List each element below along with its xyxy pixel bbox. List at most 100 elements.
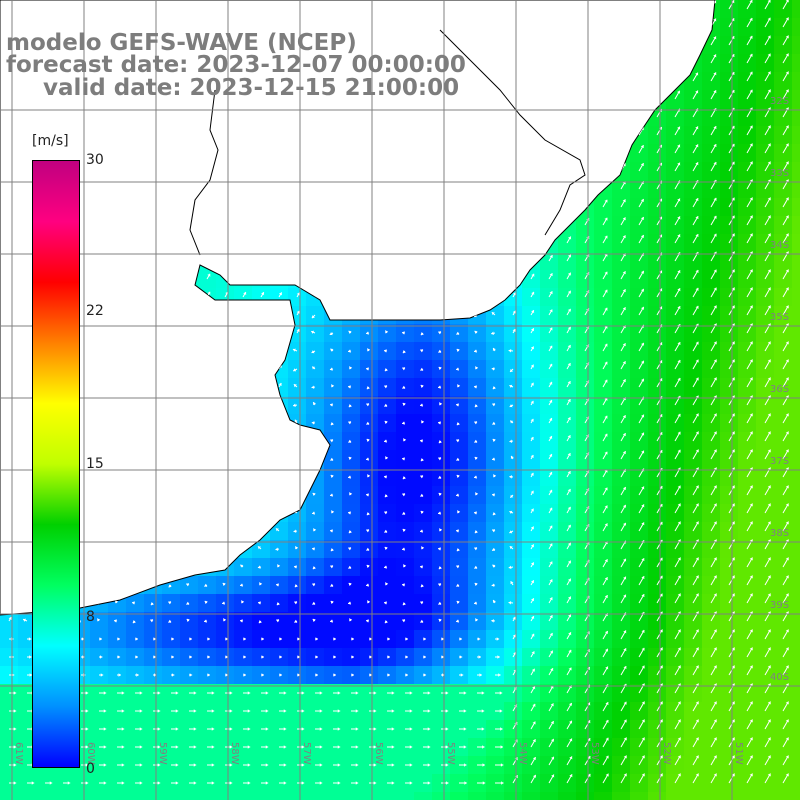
wind-arrow — [782, 287, 789, 298]
wind-arrow — [566, 290, 572, 298]
wind-arrow — [566, 272, 572, 280]
field-cell — [792, 288, 800, 306]
wind-arrow — [674, 270, 681, 280]
field-cell — [792, 684, 800, 702]
wind-arrow — [530, 309, 535, 316]
wind-arrow — [764, 89, 771, 100]
wind-arrow-head — [749, 89, 753, 93]
wind-arrow — [638, 198, 645, 208]
field-cell — [792, 396, 800, 414]
field-cell — [270, 792, 288, 800]
field-cell — [792, 594, 800, 612]
wind-arrow — [242, 291, 247, 298]
wind-arrow — [692, 269, 699, 280]
wind-arrow-head — [296, 328, 300, 332]
wind-arrow-head — [767, 269, 771, 273]
field-cell — [792, 486, 800, 504]
wind-arrow — [491, 331, 496, 335]
field-cell — [360, 792, 378, 800]
wind-arrow — [602, 235, 608, 244]
wind-arrow-head — [713, 305, 717, 309]
wind-arrow-head — [731, 72, 735, 76]
wind-arrow — [638, 144, 644, 154]
field-cell — [792, 324, 800, 342]
wind-arrow-head — [677, 288, 681, 292]
wind-arrow — [782, 161, 789, 172]
wind-arrow — [530, 273, 535, 280]
wind-arrow — [329, 332, 334, 336]
wind-arrow-head — [567, 344, 571, 348]
wind-arrow-head — [330, 348, 334, 352]
wind-arrow — [602, 325, 608, 334]
wind-arrow-head — [767, 143, 771, 147]
wind-arrow — [310, 330, 316, 334]
field-cell — [0, 792, 18, 800]
wind-arrow — [764, 35, 771, 46]
wind-arrow-head — [785, 233, 789, 237]
field-cell — [162, 792, 180, 800]
wind-arrow-head — [767, 89, 771, 93]
wind-arrow-head — [785, 197, 789, 201]
wind-arrow — [674, 162, 681, 172]
wind-arrow — [692, 90, 699, 100]
wind-arrow-head — [676, 90, 681, 94]
field-cell — [522, 792, 540, 800]
wind-arrow-head — [659, 270, 663, 274]
wind-arrow-head — [261, 292, 265, 296]
wind-arrow-head — [785, 125, 789, 129]
wind-arrow-head — [402, 331, 405, 335]
wind-arrow-head — [677, 216, 681, 220]
field-cell — [792, 522, 800, 540]
wind-arrow-head — [767, 233, 771, 237]
wind-arrow — [620, 289, 626, 298]
field-cell — [342, 792, 360, 800]
wind-arrow-head — [695, 90, 699, 94]
wind-arrow-head — [749, 35, 753, 39]
field-cell — [792, 738, 800, 756]
wind-arrow-head — [695, 287, 699, 291]
wind-arrow — [746, 161, 753, 172]
wind-arrow — [620, 307, 626, 316]
field-cell — [36, 792, 54, 800]
field-cell — [792, 720, 800, 738]
field-cell — [90, 792, 108, 800]
field-cell — [738, 792, 756, 800]
wind-arrow — [782, 269, 789, 280]
wind-arrow — [530, 346, 535, 352]
wind-arrow-head — [296, 310, 300, 314]
wind-arrow-head — [785, 71, 789, 75]
wind-arrow — [746, 17, 753, 28]
wind-arrow — [710, 233, 717, 244]
wind-arrow — [692, 287, 699, 298]
wind-arrow — [530, 291, 535, 298]
wind-arrow-head — [677, 126, 681, 130]
field-cell — [666, 792, 684, 800]
wind-arrow — [512, 328, 516, 334]
wind-arrow-head — [438, 331, 442, 335]
wind-arrow — [746, 233, 753, 244]
wind-arrow — [710, 287, 717, 298]
wind-arrow-head — [604, 199, 608, 203]
wind-arrow-head — [604, 325, 608, 329]
wind-arrow-head — [731, 54, 735, 58]
wind-arrow-head — [677, 306, 681, 310]
wind-arrow — [764, 125, 771, 136]
wind-arrow-head — [385, 330, 389, 334]
wind-arrow — [456, 348, 460, 352]
wind-arrow-head — [311, 330, 315, 334]
wind-arrow — [508, 349, 514, 353]
wind-arrow-head — [622, 235, 626, 239]
wind-arrow — [692, 144, 699, 154]
wind-arrow-head — [713, 18, 717, 22]
wind-arrow-head — [438, 349, 442, 353]
wind-arrow-head — [604, 217, 608, 221]
wind-arrow-head — [640, 270, 644, 274]
wind-arrow-head — [767, 287, 771, 291]
field-cell — [504, 792, 522, 800]
wind-arrow — [692, 126, 699, 136]
field-cell — [792, 126, 800, 144]
wind-arrow — [548, 327, 553, 334]
field-cell — [792, 18, 800, 36]
wind-arrow-head — [207, 291, 211, 295]
